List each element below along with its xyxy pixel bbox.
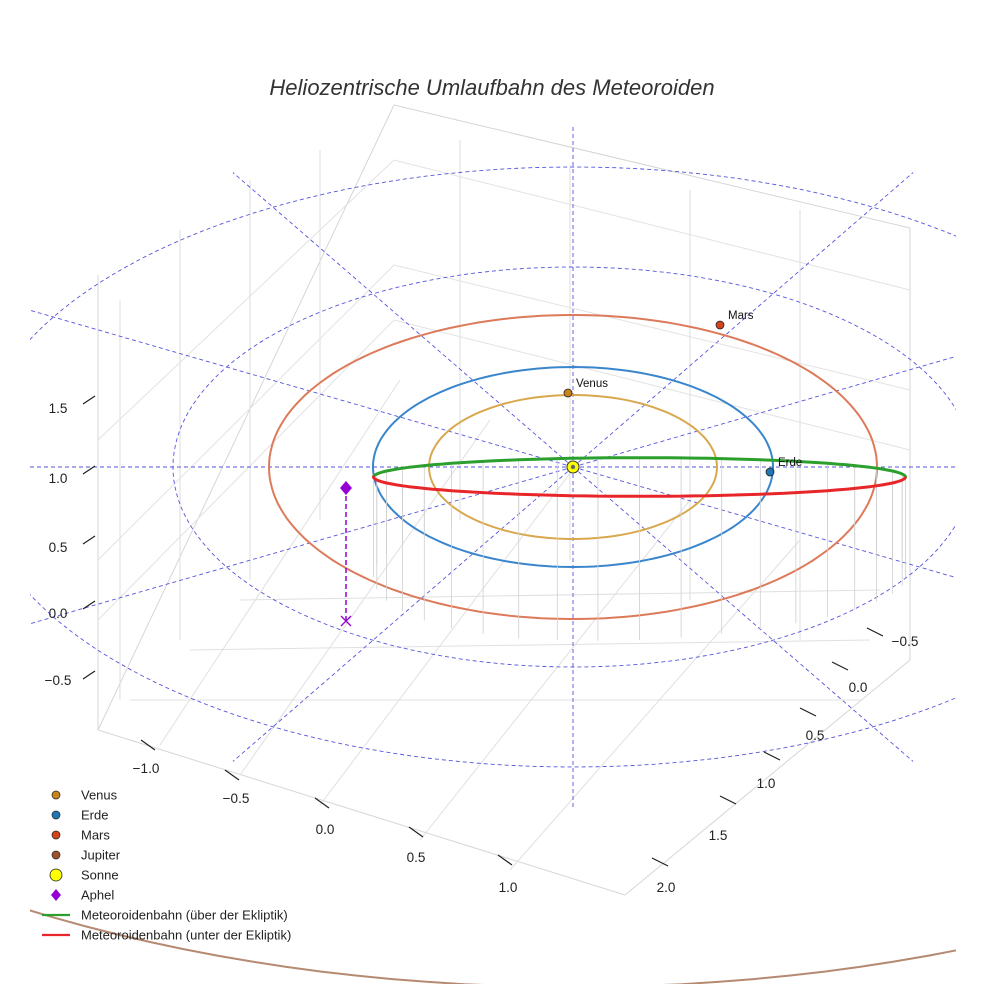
x-tick-mark	[315, 798, 329, 808]
legend-marker	[52, 791, 60, 799]
x-tick-label: 0.5	[407, 850, 426, 865]
chart-title: Heliozentrische Umlaufbahn des Meteoroid…	[269, 75, 714, 100]
y-tick-label: 1.5	[709, 828, 728, 843]
erde-marker	[766, 468, 774, 476]
y-tick-label: 0.5	[806, 728, 825, 743]
reference-ray	[0, 297, 573, 467]
x-tick-label: 1.0	[499, 880, 518, 895]
legend-marker	[52, 811, 60, 819]
mars-label: Mars	[728, 310, 754, 322]
x-tick-mark	[141, 740, 155, 750]
y-tick-label: 0.0	[849, 680, 868, 695]
x-tick-mark	[409, 827, 423, 837]
legend: Venus Erde Mars Jupiter Sonne Aphel Meteoroide…	[42, 788, 291, 943]
x-tick-label: −0.5	[223, 791, 250, 806]
x-tick-label: 0.0	[316, 822, 335, 837]
z-tick-mark	[83, 601, 95, 609]
z-tick-mark	[83, 396, 95, 404]
y-tick-mark	[800, 708, 816, 716]
reference-ray	[233, 467, 573, 761]
grid-line	[420, 500, 690, 840]
grid-line	[240, 420, 490, 775]
axes-panes	[98, 105, 910, 895]
y-tick-mark	[832, 662, 848, 670]
legend-marker	[51, 889, 61, 901]
grid-line	[160, 380, 400, 745]
reference-ray	[573, 467, 913, 761]
erde-label: Erde	[778, 457, 802, 469]
z-tick-label: 1.5	[49, 401, 68, 416]
y-tick-mark	[867, 628, 883, 636]
x-tick-label: −1.0	[133, 761, 160, 776]
y-tick-label: −0.5	[892, 634, 919, 649]
x-tick-mark	[498, 855, 512, 865]
axes-frame-edge	[98, 105, 394, 730]
legend-label: Jupiter	[81, 848, 121, 863]
legend-label: Meteoroidenbahn (unter der Ekliptik)	[81, 928, 291, 943]
z-tick-label: 1.0	[49, 471, 68, 486]
z-tick-mark	[83, 536, 95, 544]
y-tick-label: 1.0	[757, 776, 776, 791]
grid-line	[320, 460, 580, 805]
grid-line	[98, 265, 910, 560]
venus-marker	[564, 389, 572, 397]
axes-frame-edge	[98, 730, 625, 895]
legend-marker	[50, 869, 62, 881]
legend-label: Erde	[81, 808, 108, 823]
grid-line	[510, 540, 800, 870]
reference-ray	[233, 173, 573, 467]
legend-label: Sonne	[81, 868, 119, 883]
venus-label: Venus	[576, 378, 608, 390]
legend-label: Meteoroidenbahn (über der Ekliptik)	[81, 908, 288, 923]
grid-line	[98, 160, 910, 440]
sun-core	[571, 465, 575, 469]
legend-marker	[52, 851, 60, 859]
y-tick-mark	[720, 796, 736, 804]
z-tick-label: −0.5	[45, 673, 72, 688]
grid-line	[240, 590, 880, 600]
legend-label: Mars	[81, 828, 110, 843]
aphel-marker	[340, 481, 352, 495]
legend-marker	[52, 831, 60, 839]
reference-ray	[573, 297, 984, 467]
y-tick-label: 2.0	[657, 880, 676, 895]
meteoroid-drop-lines	[374, 458, 906, 641]
z-tick-mark	[83, 671, 95, 679]
legend-label: Venus	[81, 788, 118, 803]
y-tick-mark	[764, 752, 780, 760]
axes-frame-edge	[394, 105, 910, 228]
mars-marker	[716, 321, 724, 329]
z-tick-label: 0.5	[49, 540, 68, 555]
z-tick-label: 0.0	[49, 606, 68, 621]
legend-label: Aphel	[81, 888, 114, 903]
ecliptic-reference-lines	[0, 127, 984, 807]
